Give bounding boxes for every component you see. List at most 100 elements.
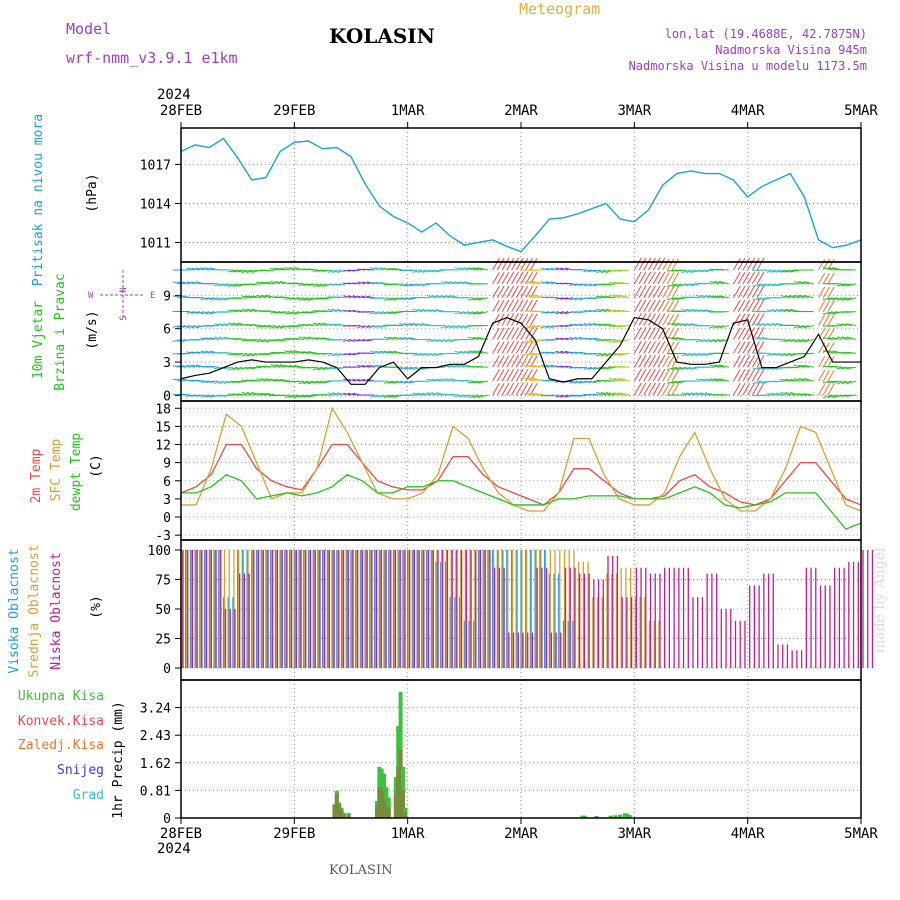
wind-arrow [317,297,328,300]
wind-arrow [256,281,267,285]
wind-arrow [841,283,852,287]
wind-arrow [274,267,285,271]
wind-arrow [752,297,762,301]
wind-arrow [592,352,602,355]
wind-arrow [241,323,252,327]
model-name: wrf-nmm_v3.9.1 e1km [66,49,238,67]
wind-arrow [718,378,729,382]
wind-arrow [303,336,314,340]
wind-arrow [403,297,413,300]
wind-arrow [426,352,437,357]
wind-arrow [643,327,652,340]
wind-arrow [596,338,607,342]
precip-ylabel-text: 1hr Precip [111,740,126,818]
wind-arrow [496,341,505,354]
wind-arrow [369,281,380,285]
wind-arrow [256,378,267,382]
wind-arrow [846,351,857,354]
wind-arrow [293,325,304,328]
wind-arrow [803,364,814,368]
wind-arrow [459,267,470,271]
wind-arrow [421,392,432,396]
wind-arrow [265,325,276,328]
wind-arrow [733,258,741,271]
wind-arrow [695,392,706,396]
wind-arrow [241,269,252,274]
wind-arrow [477,380,489,384]
wind-arrow [794,338,805,343]
wind-arrow [573,283,583,286]
precip-conv-bar [334,794,339,818]
wind-arrow [369,394,380,398]
wind-arrow [822,311,833,315]
wind-arrow [525,383,533,396]
wind-arrow [293,282,304,285]
wind-arrow [284,337,295,340]
precip-conv-bar [379,787,384,818]
wind-arrow [468,350,479,354]
wind-arrow [766,352,777,356]
wind-arrow [700,269,710,273]
wind-arrow [352,309,361,313]
wind-arrow [695,294,706,299]
wind-arrow [818,272,826,285]
wind-arrow [336,352,347,357]
wind-arrow [671,286,680,299]
wind-arrow [317,310,328,313]
wind-arrow [303,283,314,286]
wind-arrow [195,394,205,397]
wind-arrow [657,368,666,382]
wind-arrow [232,322,243,327]
wind-arrow [246,323,257,327]
wind-arrow [352,325,361,327]
wind-arrow [431,392,441,396]
wind-arrow [454,325,465,329]
wind-arrow [511,257,519,271]
wind-arrow [605,366,616,370]
wind-arrow [695,352,706,356]
wind-arrow [477,311,489,315]
wind-arrow [550,296,559,299]
wind-arrow [714,364,725,368]
wind-arrow [515,382,524,396]
top-day-label: 29FEB [273,103,315,119]
wind-arrow [426,295,437,299]
wind-arrow [468,336,479,340]
wind-arrow [666,355,675,368]
wind-arrow [618,325,630,328]
wind-arrow [186,394,196,397]
wind-arrow [648,271,656,285]
wind-arrow [569,366,578,369]
wind-arrow [417,308,427,313]
wind-arrow [477,297,489,301]
precip-total-bar [594,815,599,818]
wind-arrow [186,311,196,314]
wind-arrow [633,382,642,396]
wind-arrow [284,350,295,354]
wind-arrow [671,366,682,371]
wind-arrow [771,283,781,287]
wind-arrow [666,286,675,299]
wind-arrow [251,379,262,382]
wind-arrow [366,325,375,329]
wind-arrow [560,297,569,300]
wind-arrow [822,300,830,312]
wind-arrow [205,267,215,271]
wind-arrow [578,394,588,397]
wind-arrow [332,283,342,286]
wind-arrow [747,299,755,312]
wind-arrow [227,352,238,356]
wind-arrow [195,338,205,341]
wind-arrow [515,285,524,299]
wind-arrow [714,295,725,299]
wind-arrow [412,269,422,273]
wind-arrow [408,269,418,272]
wind-arrow [583,352,592,355]
wind-arrow [388,297,399,301]
wind-arrow [237,309,248,313]
wind-arrow [289,394,300,398]
wind-arrow [322,337,333,340]
wind-arrow [408,283,418,287]
wind-tick-label: 9 [163,289,171,304]
wind-arrow [540,281,550,285]
